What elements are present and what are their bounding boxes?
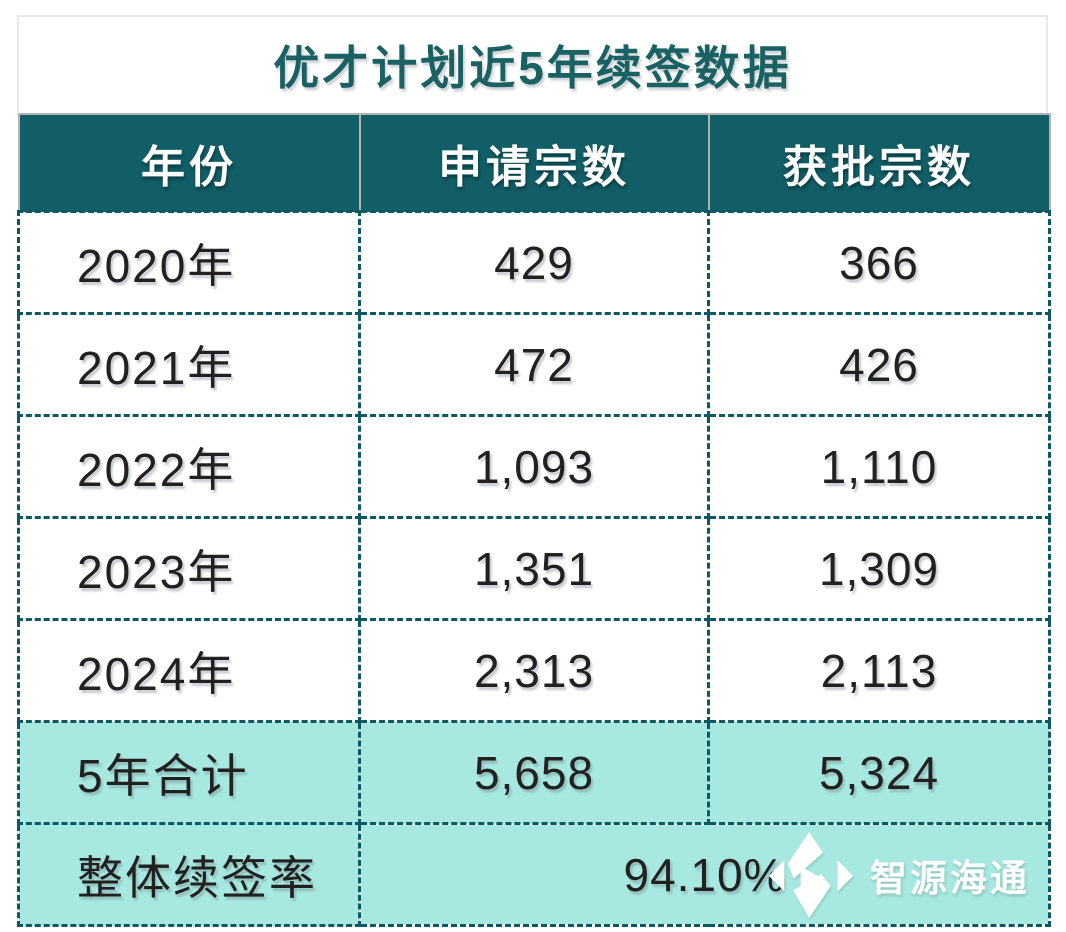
table-row-2022: 2022年 1,093 1,110 [17, 414, 1051, 519]
table-row-2024: 2024年 2,313 2,113 [17, 618, 1051, 723]
rate-value-cell: 94.10% 智源海通 [358, 822, 1051, 927]
table-title: 优才计划近5年续签数据 [273, 42, 792, 94]
year-cell: 2022年 [17, 414, 361, 519]
applications-cell: 2,313 [358, 618, 710, 723]
applications-cell: 1,351 [358, 516, 710, 621]
total-approvals-cell: 5,324 [707, 720, 1051, 825]
approvals-cell: 1,110 [707, 414, 1051, 519]
total-applications-cell: 5,658 [358, 720, 710, 825]
year-cell: 2023年 [17, 516, 361, 621]
table-row-2021: 2021年 472 426 [17, 312, 1051, 417]
approvals-cell: 426 [707, 312, 1051, 417]
year-cell: 2021年 [17, 312, 361, 417]
brand-name: 智源海通 [870, 857, 1030, 899]
renewal-data-table: 年份 申请宗数 获批宗数 2020年 429 366 2021年 472 426… [17, 113, 1051, 927]
header-row: 年份 申请宗数 获批宗数 [17, 113, 1051, 212]
brand-watermark: 智源海通 [768, 831, 1030, 919]
approvals-cell: 2,113 [707, 618, 1051, 723]
rate-row: 整体续签率 94.10% 智源海通 [17, 822, 1051, 927]
year-cell: 2024年 [17, 618, 361, 723]
column-header-year: 年份 [17, 113, 361, 212]
table-row-2020: 2020年 429 366 [17, 210, 1051, 315]
applications-cell: 1,093 [358, 414, 710, 519]
total-label-cell: 5年合计 [17, 720, 361, 825]
column-header-approvals: 获批宗数 [707, 113, 1051, 212]
applications-cell: 429 [358, 210, 710, 315]
approvals-cell: 1,309 [707, 516, 1051, 621]
rate-value: 94.10% [623, 848, 786, 901]
renewal-data-card: 优才计划近5年续签数据 年份 申请宗数 获批宗数 2020年 429 366 2… [17, 15, 1051, 927]
rate-label-cell: 整体续签率 [17, 822, 361, 927]
approvals-cell: 366 [707, 210, 1051, 315]
table-row-2023: 2023年 1,351 1,309 [17, 516, 1051, 621]
year-cell: 2020年 [17, 210, 361, 315]
column-header-applications: 申请宗数 [358, 113, 710, 212]
total-row: 5年合计 5,658 5,324 [17, 720, 1051, 825]
applications-cell: 472 [358, 312, 710, 417]
card-title-bar: 优才计划近5年续签数据 [17, 15, 1048, 113]
